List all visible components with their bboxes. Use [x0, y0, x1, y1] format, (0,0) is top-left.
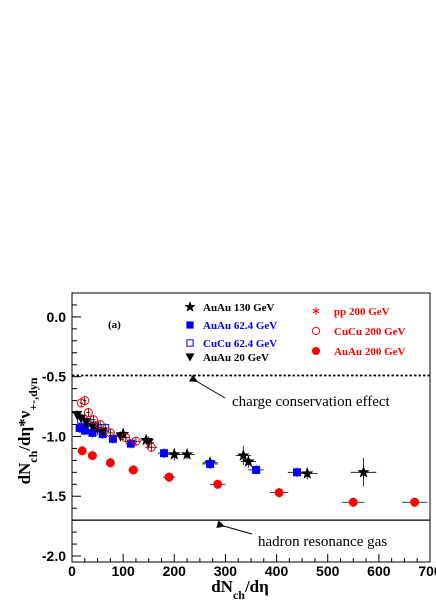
open-circle-marker: [83, 408, 93, 418]
open-circle-marker: [311, 326, 321, 336]
open-circle-marker: [88, 415, 98, 425]
circle-marker: [348, 497, 358, 507]
circle-marker: [164, 472, 174, 482]
x-tick-label: 500: [316, 563, 340, 579]
star-marker: [237, 449, 250, 461]
x-tick-label: 300: [214, 563, 238, 579]
annotation-text: hadron resonance gas: [258, 534, 387, 550]
reference-lines: [72, 374, 430, 521]
circle-marker: [410, 497, 420, 507]
star-marker: [301, 467, 314, 479]
circle-marker: [311, 346, 321, 356]
y-tick-label: -1.0: [42, 428, 66, 444]
open-circle-marker: [121, 433, 131, 443]
panel-label: (a): [108, 319, 121, 331]
circle-marker: [87, 451, 97, 461]
x-tick-label: 200: [163, 563, 187, 579]
circle-marker: [274, 488, 284, 498]
series-6: [77, 446, 428, 508]
triangle-marker: [97, 427, 108, 437]
asterisk-stroke: [312, 308, 320, 314]
open-square-marker: [186, 339, 194, 347]
open-circle-marker: [146, 442, 156, 452]
y-axis-title-mid: /dη*ν: [15, 410, 34, 451]
asterisk-marker: [312, 307, 320, 315]
star-marker: [91, 422, 104, 435]
square-marker: [108, 434, 117, 443]
y-tick-label: -2.0: [42, 548, 66, 564]
y-tick-label: -0.5: [42, 369, 66, 385]
axis-ticks: 0 100 200 300 400 500 600 700 0.0 -0.5 -1.0 -1.5 -2.…: [42, 304, 436, 579]
x-axis-title-tail: /dη: [244, 577, 269, 596]
y-tick-label: 0.0: [47, 309, 67, 325]
square-marker: [252, 465, 261, 474]
series-0: [78, 420, 377, 487]
square-marker: [206, 459, 215, 468]
triangle-marker: [81, 418, 92, 428]
square-marker: [80, 426, 89, 435]
y-axis-title-sub2: +-,dyn: [26, 377, 40, 411]
y-axis-title-main: dN: [15, 462, 34, 484]
annotation-arrow: [188, 374, 226, 399]
series-5: [76, 395, 158, 453]
triangle-marker: [87, 422, 98, 432]
circle-marker: [77, 446, 87, 456]
open-circle-marker: [95, 420, 105, 430]
star-marker: [180, 447, 194, 460]
square-marker: [160, 449, 169, 458]
x-tick-label: 700: [418, 563, 436, 579]
x-tick-label: 400: [265, 563, 289, 579]
data-points: [72, 395, 428, 508]
x-axis-title: dNch/dη: [211, 577, 269, 601]
square-marker: [88, 428, 97, 437]
open-circle-marker: [131, 436, 141, 446]
legend-label: AuAu 20 GeV: [203, 352, 269, 364]
legend-label: CuCu 62.4 GeV: [203, 338, 277, 350]
triangle-marker: [185, 353, 195, 362]
circle-marker: [128, 465, 138, 475]
annotation-text: charge conservation effect: [232, 394, 391, 410]
y-axis-title-sub1: ch: [26, 450, 40, 462]
legend: AuAu 130 GeV AuAu 62.4 GeV CuCu 62.4 GeV Au…: [184, 301, 406, 364]
star-marker: [184, 301, 196, 312]
open-circle-marker: [80, 396, 90, 406]
legend-label: AuAu 200 GeV: [334, 346, 406, 358]
series-1: [75, 423, 307, 478]
annotations: charge conservation effect hadron resonan…: [188, 374, 391, 550]
legend-label: AuAu 130 GeV: [203, 302, 275, 314]
x-axis-title-sub: ch: [233, 588, 245, 601]
square-marker: [293, 468, 302, 477]
y-axis-title: dNch/dη*ν+-,dyn: [15, 377, 40, 484]
star-marker: [242, 455, 255, 467]
circle-marker: [213, 479, 223, 489]
y-tick-label: -1.5: [42, 488, 66, 504]
circle-marker: [105, 458, 115, 468]
triangle-marker: [143, 438, 154, 448]
x-axis-title-main: dN: [211, 577, 233, 596]
legend-label: pp 200 GeV: [334, 306, 390, 318]
x-tick-label: 600: [367, 563, 391, 579]
star-marker: [168, 447, 181, 460]
legend-label: CuCu 200 GeV: [334, 326, 406, 338]
square-marker: [126, 439, 135, 448]
x-tick-label: 0: [68, 563, 76, 579]
triangle-marker: [76, 414, 87, 424]
legend-label: AuAu 62.4 GeV: [203, 320, 277, 332]
square-marker: [186, 321, 194, 329]
star-marker: [357, 465, 370, 478]
x-tick-label: 100: [111, 563, 135, 579]
square-marker: [75, 424, 84, 433]
annotation-arrow: [216, 520, 253, 535]
open-circle-marker: [105, 428, 115, 438]
